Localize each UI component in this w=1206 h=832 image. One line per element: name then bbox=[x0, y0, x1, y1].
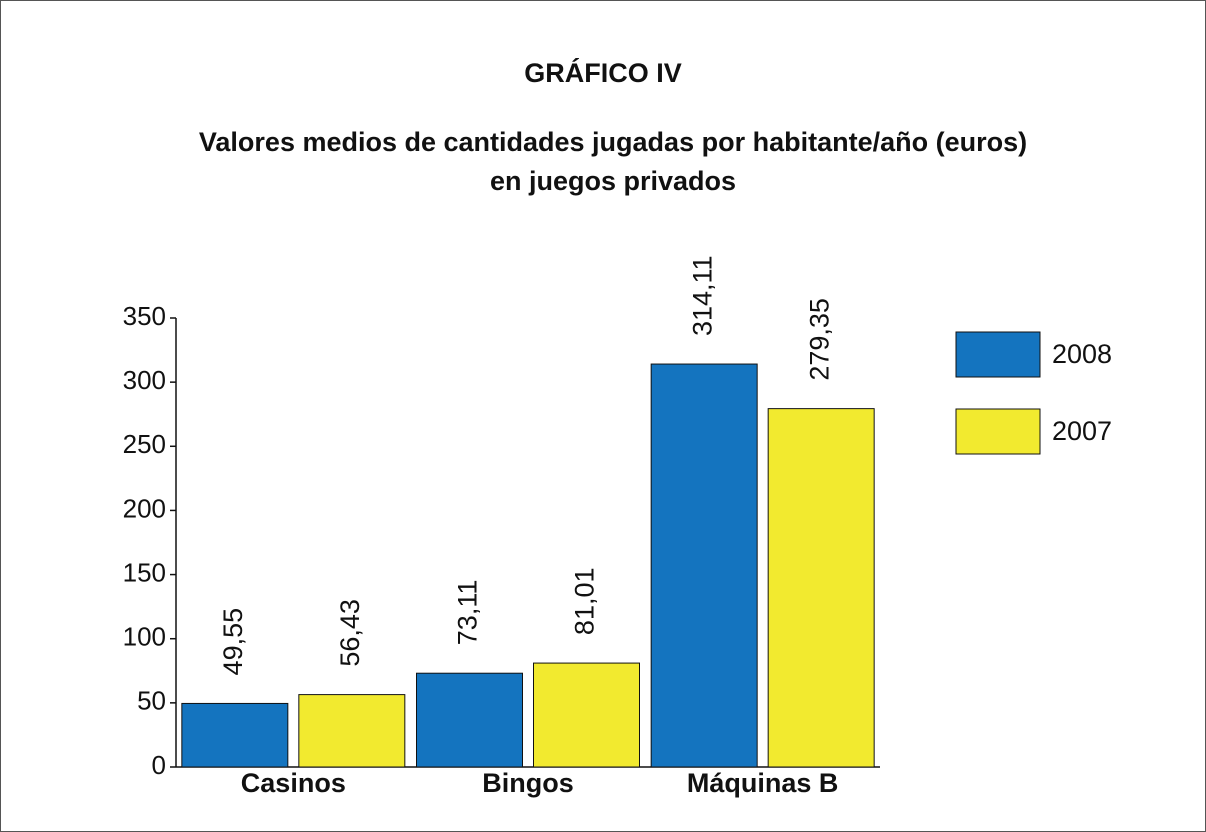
y-tick-label: 0 bbox=[152, 750, 166, 780]
value-label: 73,11 bbox=[453, 580, 483, 646]
legend-swatch bbox=[955, 408, 1041, 455]
bar bbox=[767, 408, 875, 768]
value-label: 81,01 bbox=[570, 567, 600, 635]
bar bbox=[298, 694, 406, 768]
bar bbox=[533, 662, 640, 768]
y-tick-label: 100 bbox=[123, 622, 166, 652]
bar bbox=[650, 363, 758, 768]
y-tick-label: 300 bbox=[123, 365, 166, 395]
chart-subtitle: en juegos privados bbox=[490, 166, 736, 196]
y-tick-label: 350 bbox=[123, 301, 166, 331]
x-tick-label: Máquinas B bbox=[687, 768, 839, 798]
bar bbox=[181, 702, 289, 768]
value-label: 56,43 bbox=[335, 599, 365, 667]
legend-label: 2008 bbox=[1052, 339, 1112, 369]
x-tick-label: Bingos bbox=[482, 768, 574, 798]
y-tick-label: 250 bbox=[123, 429, 166, 459]
y-tick-label: 50 bbox=[137, 686, 166, 716]
bar bbox=[416, 672, 523, 768]
chart-subtitle: Valores medios de cantidades jugadas por… bbox=[199, 127, 1027, 157]
legend-swatch bbox=[955, 331, 1041, 378]
y-tick-label: 200 bbox=[123, 493, 166, 523]
value-label: 314,11 bbox=[687, 255, 717, 336]
x-tick-label: Casinos bbox=[241, 768, 346, 798]
y-tick-label: 150 bbox=[123, 557, 166, 587]
value-label: 49,55 bbox=[218, 608, 248, 676]
value-label: 279,35 bbox=[804, 298, 834, 381]
legend-label: 2007 bbox=[1052, 416, 1112, 446]
chart-title: GRÁFICO IV bbox=[524, 57, 682, 88]
